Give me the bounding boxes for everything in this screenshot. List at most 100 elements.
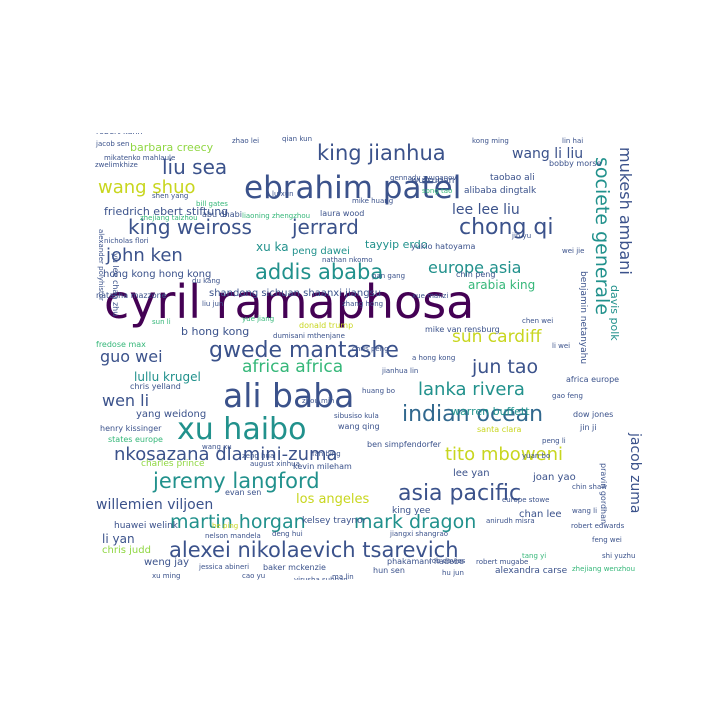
- cloud-word: alexei nikolaevich tsarevich: [169, 538, 459, 562]
- cloud-word: alexandra carse: [495, 566, 568, 576]
- cloud-word: alexander polyhistor: [97, 229, 105, 301]
- cloud-word: yang weidong: [136, 409, 207, 420]
- cloud-word: li yan: [102, 532, 135, 546]
- cloud-word: indian ocean: [402, 402, 544, 427]
- cloud-word: bill gates: [196, 200, 228, 208]
- cloud-word: zhang hong: [342, 300, 384, 308]
- cloud-word: jacob zuma: [627, 433, 642, 514]
- cloud-word: robert kuhn: [96, 133, 143, 136]
- cloud-word: king yee: [392, 506, 431, 516]
- cloud-word: sun li: [152, 318, 171, 326]
- cloud-word: cyril ramaphosa: [104, 275, 475, 329]
- cloud-word: fan bing: [312, 450, 341, 458]
- cloud-word: wen li: [102, 391, 150, 410]
- cloud-word: zhejiang taizhou: [140, 214, 198, 222]
- cloud-word: jiangxi shangrao: [390, 530, 449, 538]
- cloud-word: jin yu: [512, 232, 532, 240]
- cloud-word: martin horgan: [170, 511, 306, 533]
- cloud-word: europe asia: [428, 258, 522, 277]
- cloud-word: sibusiso kula: [334, 412, 379, 420]
- cloud-word: zeng hua: [242, 452, 275, 460]
- cloud-word: arabia king: [468, 278, 536, 292]
- cloud-word: liu jun: [202, 300, 224, 308]
- cloud-word: wei jie: [562, 247, 585, 255]
- cloud-word: kong ming: [472, 137, 509, 145]
- cloud-word: huawei welink: [114, 521, 178, 531]
- cloud-word: jeremy langford: [153, 469, 320, 493]
- cloud-word: yue jiang: [242, 315, 275, 323]
- cloud-word: laura wood: [320, 209, 365, 218]
- cloud-word: barbara creecy: [130, 141, 214, 154]
- cloud-word: asia pacific: [398, 481, 522, 506]
- cloud-word: natasha mazzone: [96, 291, 167, 300]
- cloud-word: europe stowe: [502, 496, 550, 504]
- cloud-word: liaoning zhengzhou: [242, 212, 311, 220]
- cloud-word: a hong kong: [412, 354, 456, 362]
- cloud-word: mark dragon: [354, 511, 477, 533]
- cloud-word: dumisani mthenjane: [273, 332, 345, 340]
- cloud-word: ma lin: [332, 573, 354, 581]
- cloud-word: africa europe: [566, 375, 620, 384]
- cloud-word: chin shaw: [572, 483, 607, 491]
- cloud-word: august xinhua: [250, 460, 300, 468]
- cloud-word: willemien viljoen: [96, 497, 214, 513]
- cloud-word: ben simpfendorfer: [367, 440, 441, 449]
- cloud-word: pravin gordhan: [599, 463, 608, 525]
- cloud-word: pan gang: [372, 272, 406, 280]
- cloud-word: peng dawei: [292, 246, 350, 257]
- cloud-word: nicholas flori: [104, 237, 149, 245]
- cloud-word: gennady zyuganov: [390, 174, 457, 182]
- cloud-word: jessica abineri: [199, 563, 250, 571]
- cloud-word: jerrard: [292, 215, 359, 239]
- cloud-word: los angeles: [296, 492, 370, 507]
- cloud-word: hun sen: [373, 566, 405, 575]
- cloud-word: fredose max: [96, 340, 146, 349]
- cloud-word: yu lee chan zhu: [111, 253, 120, 317]
- cloud-word: kelsey traynor: [302, 516, 367, 526]
- cloud-word: wu zupan: [411, 176, 455, 186]
- cloud-word: mike van rensburg: [425, 325, 500, 334]
- cloud-word: ebrahim patel: [244, 170, 462, 206]
- cloud-word: jacob sen: [96, 140, 130, 148]
- cloud-word: weng jay: [144, 557, 190, 568]
- cloud-word: baker mckenzie: [263, 563, 326, 572]
- cloud-word: joan yao: [533, 472, 576, 483]
- cloud-word: lanka rivera: [418, 379, 525, 400]
- cloud-word: wang qing: [338, 422, 380, 431]
- cloud-word: tang yi: [522, 552, 547, 560]
- cloud-word: benjamin netanyahu: [578, 271, 588, 365]
- cloud-word: zhao lei: [232, 137, 260, 145]
- cloud-word: bobby morse: [549, 159, 602, 168]
- cloud-word: santa clara: [477, 425, 522, 434]
- cloud-word: chris yelland: [130, 382, 181, 391]
- cloud-word: du kang: [192, 277, 221, 285]
- cloud-word: jun tao: [472, 356, 539, 378]
- cloud-word: nathan nkomo: [322, 256, 373, 264]
- cloud-word: he ping: [212, 522, 239, 530]
- cloud-word: alibaba dingtalk: [464, 186, 537, 196]
- cloud-word: king jianhua: [317, 141, 446, 165]
- cloud-word: chan lee: [519, 509, 562, 520]
- cloud-word: song tao: [422, 187, 453, 195]
- cloud-word: states europe: [108, 435, 163, 444]
- cloud-word: shandong sichuan shaanxi jiangsu: [209, 288, 382, 299]
- cloud-word: dow jones: [573, 410, 614, 419]
- cloud-word: sun cardiff: [452, 327, 542, 347]
- cloud-word: mike huang: [352, 197, 394, 205]
- cloud-word: hong kong hong kong: [103, 269, 212, 280]
- cloud-word: phakamani hadebe: [387, 557, 464, 566]
- cloud-word: liu sea: [162, 155, 228, 179]
- cloud-word: tayyip erdo: [365, 238, 428, 251]
- cloud-word: virusha subban: [294, 576, 348, 581]
- cloud-word: yuan bo: [522, 452, 551, 460]
- cloud-word: gao feng: [552, 392, 583, 400]
- cloud-word: li wei: [552, 342, 571, 350]
- cloud-word: hu jun: [442, 569, 464, 577]
- cloud-word: huang bo: [362, 387, 395, 395]
- cloud-word: gwede mantashe: [209, 338, 399, 363]
- cloud-word: xue manzi: [412, 292, 449, 300]
- cloud-word: henry kissinger: [100, 424, 162, 433]
- cloud-word: shen yang: [152, 192, 189, 200]
- cloud-word: mukesh ambani: [616, 147, 635, 275]
- cloud-word: chris judd: [102, 545, 151, 556]
